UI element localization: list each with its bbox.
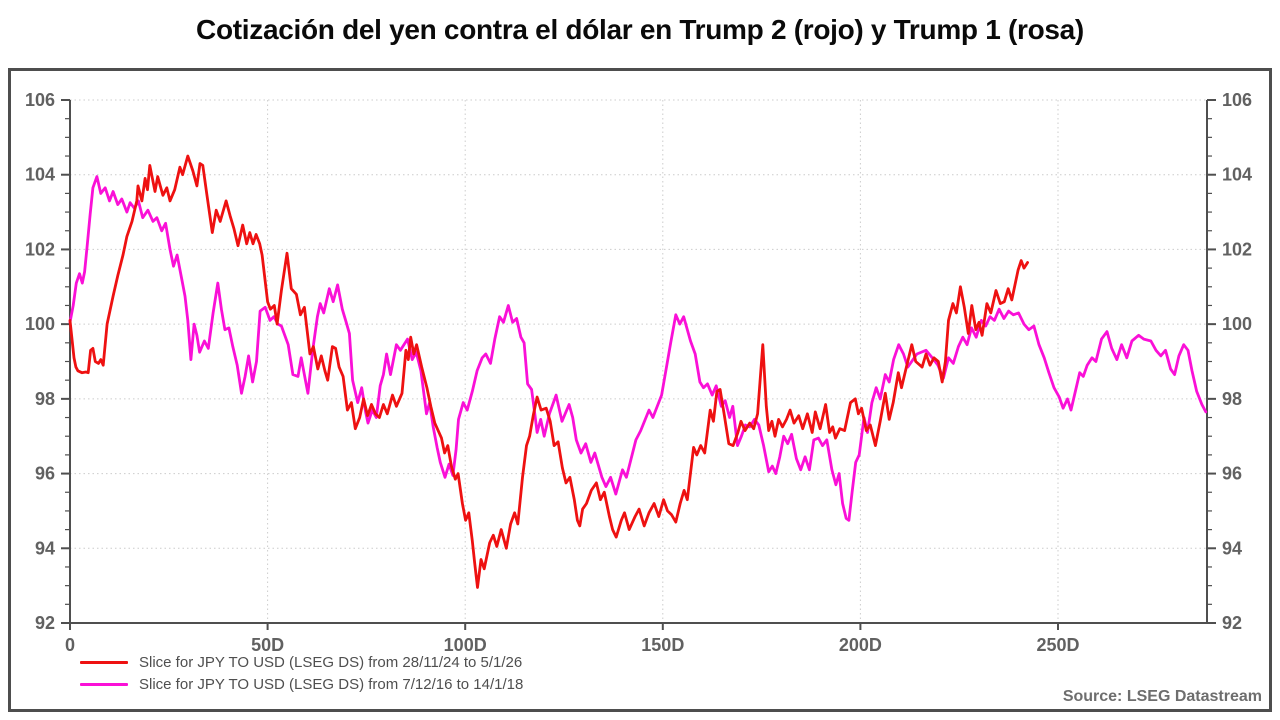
y-axis-label-right: 102 bbox=[1222, 239, 1252, 259]
x-axis-label: 50D bbox=[251, 635, 284, 655]
x-axis-label: 150D bbox=[641, 635, 684, 655]
legend-item-trump1: Slice for JPY TO USD (LSEG DS) from 7/12… bbox=[80, 673, 523, 695]
page-title: Cotización del yen contra el dólar en Tr… bbox=[196, 14, 1084, 45]
y-axis-label-right: 104 bbox=[1222, 165, 1252, 185]
y-axis-label-left: 104 bbox=[25, 165, 55, 185]
y-axis-label-right: 106 bbox=[1222, 90, 1252, 110]
y-axis-label-left: 100 bbox=[25, 314, 55, 334]
y-axis-label-left: 98 bbox=[35, 389, 55, 409]
trump1-price-line bbox=[68, 175, 1208, 522]
y-axis-label-right: 94 bbox=[1222, 538, 1242, 558]
y-axis-label-right: 92 bbox=[1222, 613, 1242, 633]
y-axis-label-left: 92 bbox=[35, 613, 55, 633]
x-axis-label: 250D bbox=[1036, 635, 1079, 655]
source-credit: Source: LSEG Datastream bbox=[1062, 688, 1262, 705]
legend-label-trump1: Slice for JPY TO USD (LSEG DS) from 7/12… bbox=[139, 675, 524, 693]
trump2-price-line bbox=[68, 154, 1029, 589]
x-axis-label: 200D bbox=[839, 635, 882, 655]
red-line-swatch bbox=[80, 660, 128, 664]
chart-frame bbox=[8, 68, 1272, 712]
legend-label-trump2: Slice for JPY TO USD (LSEG DS) from 28/1… bbox=[139, 653, 523, 671]
y-axis-label-right: 98 bbox=[1222, 389, 1242, 409]
x-axis-label: 0 bbox=[65, 635, 75, 655]
y-axis-label-left: 94 bbox=[35, 538, 55, 558]
yen-dollar-line-chart: 92 92 94 94 96 96 98 98 100 100 102 102 104 104 106 106… bbox=[8, 68, 1272, 712]
y-axis-label-left: 96 bbox=[35, 464, 55, 484]
x-axis-label: 100D bbox=[444, 635, 487, 655]
pink-line-swatch bbox=[80, 682, 128, 686]
y-axis-label-left: 106 bbox=[25, 90, 55, 110]
y-axis-label-right: 100 bbox=[1222, 314, 1252, 334]
chart-legend: Slice for JPY TO USD (LSEG DS) from 28/1… bbox=[80, 651, 523, 695]
y-axis-label-right: 96 bbox=[1222, 464, 1242, 484]
legend-item-trump2: Slice for JPY TO USD (LSEG DS) from 28/1… bbox=[80, 651, 523, 673]
y-axis-label-left: 102 bbox=[25, 239, 55, 259]
